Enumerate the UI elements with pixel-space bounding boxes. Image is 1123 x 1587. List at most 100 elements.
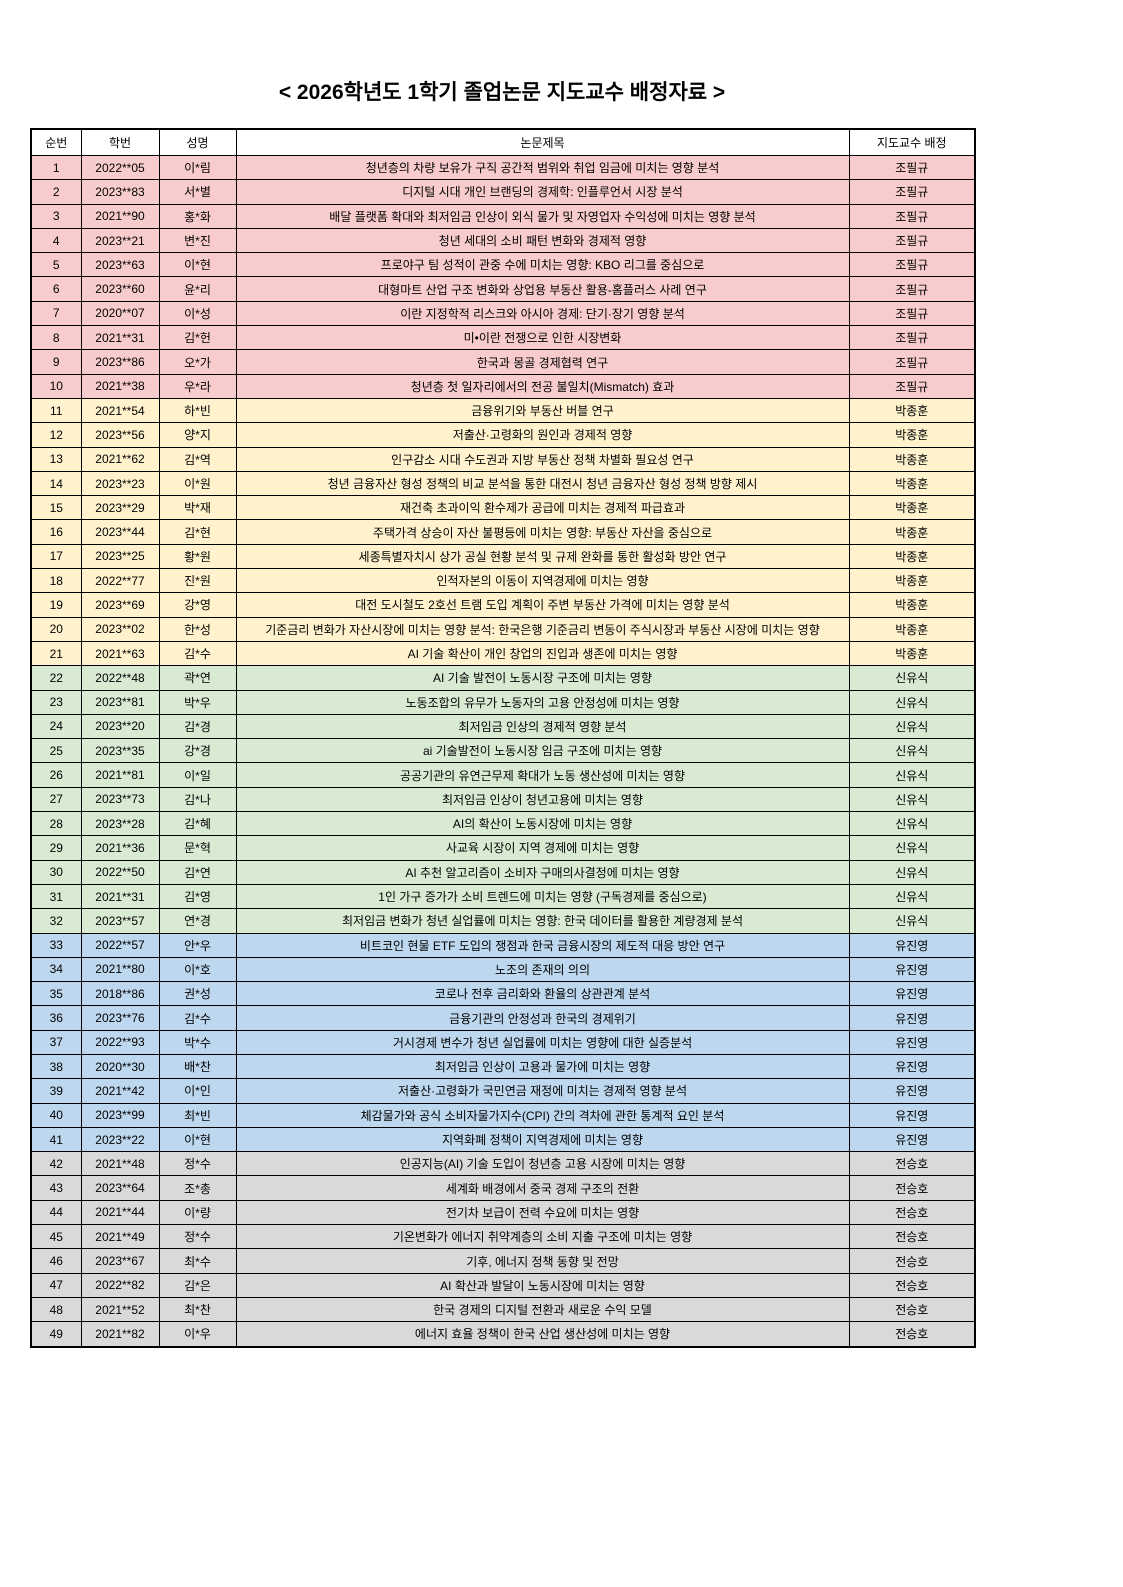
advisor-cell: 신유식: [848, 786, 976, 813]
student-id-cell: 2021**54: [80, 397, 160, 424]
row-number-cell: 49: [30, 1321, 82, 1348]
advisor-cell: 박종훈: [848, 446, 976, 472]
student-name-cell: 안*우: [158, 932, 237, 958]
student-id-cell: 2023**67: [80, 1248, 160, 1274]
student-id-cell: 2021**36: [80, 835, 160, 861]
table-row: 11 2021**54 하*빈 금융위기와 부동산 버블 연구 박종훈: [30, 397, 976, 424]
advisor-cell: 신유식: [848, 665, 976, 691]
table-row: 25 2023**35 강*경 ai 기술발전이 노동시장 임금 구조에 미치는…: [30, 738, 976, 764]
student-name-cell: 곽*연: [158, 665, 237, 691]
student-name-cell: 이*호: [158, 956, 237, 983]
student-id-cell: 2023**81: [80, 689, 160, 715]
student-name-cell: 오*가: [158, 349, 237, 375]
table-row: 41 2023**22 이*현 지역화폐 정책이 지역경제에 미치는 영향 유진…: [30, 1126, 976, 1153]
advisor-cell: 유진영: [848, 981, 976, 1007]
row-number-cell: 4: [30, 227, 82, 254]
thesis-title-cell: 인적자본의 이동이 지역경제에 미치는 영향: [235, 568, 850, 594]
student-id-cell: 2021**44: [80, 1199, 160, 1226]
student-id-cell: 2022**82: [80, 1272, 160, 1298]
thesis-title-cell: 기후, 에너지 정책 동향 및 전망: [235, 1248, 850, 1274]
student-id-cell: 2021**81: [80, 762, 160, 788]
row-number-cell: 26: [30, 762, 82, 788]
student-id-cell: 2023**56: [80, 422, 160, 448]
table-row: 12 2023**56 양*지 저출산·고령화의 원인과 경제적 영향 박종훈: [30, 422, 976, 448]
table-body: 1 2022**05 이*림 청년층의 차량 보유가 구직 공간적 범위와 취업…: [30, 154, 976, 1348]
student-id-cell: 2021**82: [80, 1321, 160, 1348]
row-number-cell: 29: [30, 835, 82, 861]
row-number-cell: 43: [30, 1175, 82, 1201]
row-number-cell: 38: [30, 1053, 82, 1080]
table-row: 36 2023**76 김*수 금융기관의 안정성과 한국의 경제위기 유진영: [30, 1005, 976, 1031]
student-name-cell: 이*현: [158, 252, 237, 278]
table-row: 37 2022**93 박*수 거시경제 변수가 청년 실업률에 미치는 영향에…: [30, 1029, 976, 1055]
advisor-cell: 조필규: [848, 373, 976, 399]
table-header-row: 순번 학번 성명 논문제목 지도교수 배정: [30, 128, 976, 156]
table-row: 44 2021**44 이*량 전기차 보급이 전력 수요에 미치는 영향 전승…: [30, 1199, 976, 1226]
student-name-cell: 최*빈: [158, 1102, 237, 1128]
student-id-cell: 2021**31: [80, 883, 160, 910]
student-name-cell: 윤*리: [158, 276, 237, 302]
advisor-cell: 유진영: [848, 1029, 976, 1055]
table-row: 15 2023**29 박*재 재건축 초과이익 환수제가 공급에 미치는 경제…: [30, 495, 976, 521]
thesis-title-cell: AI 확산과 발달이 노동시장에 미치는 영향: [235, 1272, 850, 1298]
student-name-cell: 박*수: [158, 1029, 237, 1055]
row-number-cell: 36: [30, 1005, 82, 1031]
student-id-cell: 2021**80: [80, 956, 160, 983]
student-id-cell: 2023**86: [80, 349, 160, 375]
thesis-title-cell: 세계화 배경에서 중국 경제 구조의 전환: [235, 1175, 850, 1201]
student-id-cell: 2023**35: [80, 738, 160, 764]
student-id-cell: 2023**60: [80, 276, 160, 302]
student-name-cell: 이*인: [158, 1078, 237, 1104]
row-number-cell: 30: [30, 859, 82, 885]
row-number-cell: 28: [30, 811, 82, 837]
thesis-title-cell: 노조의 존재의 의의: [235, 956, 850, 983]
student-id-cell: 2020**30: [80, 1053, 160, 1080]
table-row: 18 2022**77 진*원 인적자본의 이동이 지역경제에 미치는 영향 박…: [30, 568, 976, 594]
thesis-title-cell: 미•이란 전쟁으로 인한 시장변화: [235, 325, 850, 351]
student-name-cell: 김*혜: [158, 811, 237, 837]
advisor-cell: 조필규: [848, 349, 976, 375]
thesis-title-cell: 인구감소 시대 수도권과 지방 부동산 정책 차별화 필요성 연구: [235, 446, 850, 472]
row-number-cell: 42: [30, 1151, 82, 1177]
table-row: 16 2023**44 김*현 주택가격 상승이 자산 불평등에 미치는 영향:…: [30, 519, 976, 545]
thesis-title-cell: 한국 경제의 디지털 전환과 새로운 수익 모델: [235, 1296, 850, 1323]
student-name-cell: 김*역: [158, 446, 237, 472]
advisor-cell: 전승호: [848, 1224, 976, 1250]
thesis-title-cell: 노동조합의 유무가 노동자의 고용 안정성에 미치는 영향: [235, 689, 850, 715]
advisor-cell: 유진영: [848, 956, 976, 983]
student-name-cell: 박*재: [158, 495, 237, 521]
student-id-cell: 2021**90: [80, 203, 160, 229]
table-row: 4 2023**21 변*진 청년 세대의 소비 패턴 변화와 경제적 영향 조…: [30, 227, 976, 254]
row-number-cell: 33: [30, 932, 82, 958]
student-id-cell: 2022**57: [80, 932, 160, 958]
table-row: 6 2023**60 윤*리 대형마트 산업 구조 변화와 상업용 부동산 활용…: [30, 276, 976, 302]
thesis-title-cell: 최저임금 변화가 청년 실업률에 미치는 영향: 한국 데이터를 활용한 계량경…: [235, 908, 850, 934]
student-name-cell: 정*수: [158, 1224, 237, 1250]
thesis-title-cell: 공공기관의 유연근무제 확대가 노동 생산성에 미치는 영향: [235, 762, 850, 788]
thesis-title-cell: 기온변화가 에너지 취약계층의 소비 지출 구조에 미치는 영향: [235, 1224, 850, 1250]
table-row: 21 2021**63 김*수 AI 기술 확산이 개인 창업의 진입과 생존에…: [30, 640, 976, 667]
thesis-title-cell: 이란 지정학적 리스크와 아시아 경제: 단기·장기 영향 분석: [235, 300, 850, 327]
advisor-cell: 박종훈: [848, 543, 976, 570]
table-row: 22 2022**48 곽*연 AI 기술 발전이 노동시장 구조에 미치는 영…: [30, 665, 976, 691]
table-row: 2 2023**83 서*별 디지털 시대 개인 브랜딩의 경제학: 인플루언서…: [30, 179, 976, 205]
row-number-cell: 10: [30, 373, 82, 399]
student-name-cell: 연*경: [158, 908, 237, 934]
student-id-cell: 2023**83: [80, 179, 160, 205]
advisor-cell: 신유식: [848, 859, 976, 885]
thesis-title-cell: 최저임금 인상이 고용과 물가에 미치는 영향: [235, 1053, 850, 1080]
table-row: 38 2020**30 배*찬 최저임금 인상이 고용과 물가에 미치는 영향 …: [30, 1053, 976, 1080]
student-id-cell: 2023**64: [80, 1175, 160, 1201]
advisor-cell: 신유식: [848, 835, 976, 861]
student-name-cell: 이*우: [158, 1321, 237, 1348]
row-number-cell: 15: [30, 495, 82, 521]
thesis-title-cell: AI의 확산이 노동시장에 미치는 영향: [235, 811, 850, 837]
thesis-title-cell: 저출산·고령화의 원인과 경제적 영향: [235, 422, 850, 448]
table-row: 27 2023**73 김*나 최저임금 인상이 청년고용에 미치는 영향 신유…: [30, 786, 976, 813]
thesis-title-cell: AI 추천 알고리즘이 소비자 구매의사결정에 미치는 영향: [235, 859, 850, 885]
row-number-cell: 31: [30, 883, 82, 910]
student-name-cell: 권*성: [158, 981, 237, 1007]
advisor-cell: 전승호: [848, 1248, 976, 1274]
row-number-cell: 2: [30, 179, 82, 205]
table-row: 19 2023**69 강*영 대전 도시철도 2호선 트램 도입 계획이 주변…: [30, 592, 976, 618]
